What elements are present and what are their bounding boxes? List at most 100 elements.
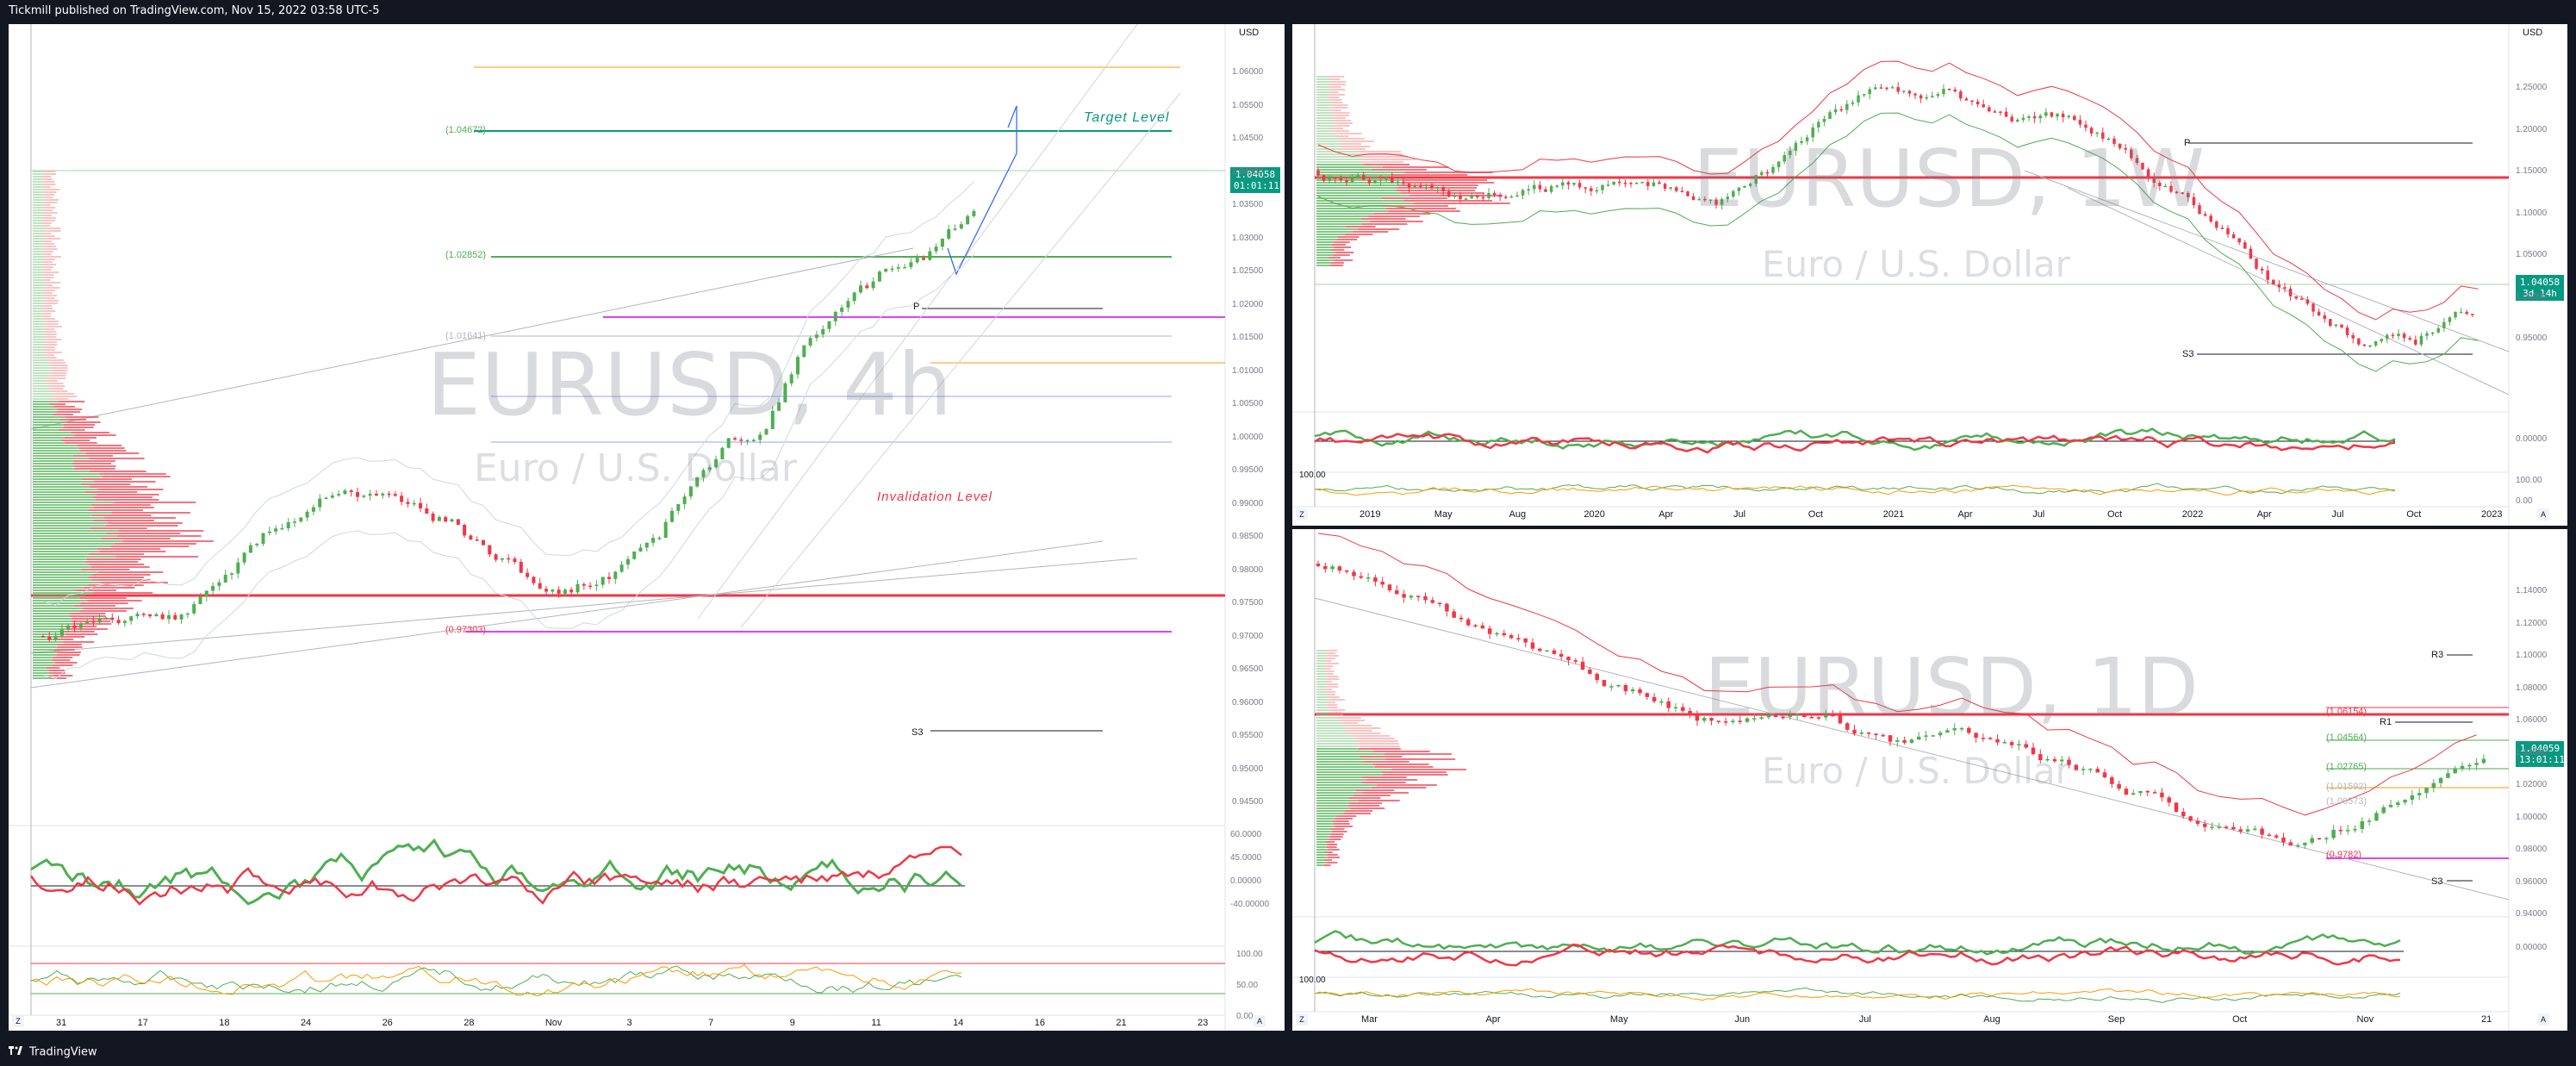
candle — [1902, 90, 1906, 92]
candle — [393, 494, 397, 496]
candle — [1366, 577, 1371, 579]
volume-profile-bar — [1316, 241, 1334, 243]
volume-profile-bar — [1391, 769, 1466, 770]
candle — [2283, 287, 2287, 289]
volume-profile-bar — [1329, 836, 1343, 838]
candle — [1845, 723, 1850, 730]
candle — [1936, 94, 1940, 97]
candle — [1982, 104, 1985, 108]
time-tick: 24 — [300, 1018, 312, 1028]
volume-profile-bar — [73, 468, 115, 470]
volume-profile-bar — [33, 279, 42, 281]
volume-profile-bar — [41, 279, 51, 281]
volume-profile-bar — [1369, 221, 1423, 222]
volume-profile-bar — [43, 194, 55, 196]
auto-scale-button[interactable]: A — [1254, 1015, 1266, 1027]
trend-line — [30, 558, 1138, 654]
candle — [1473, 625, 1478, 627]
candle — [1466, 619, 1471, 626]
zoom-button[interactable]: Z — [1296, 508, 1308, 521]
volume-profile-bar — [47, 383, 64, 384]
candle — [1430, 184, 1434, 189]
candle — [1545, 650, 1549, 652]
volume-profile-bar — [1385, 208, 1456, 209]
price-tick: 1.00000 — [1232, 432, 1264, 442]
candle — [2353, 828, 2357, 831]
candle — [2045, 758, 2050, 761]
volume-profile-bar — [43, 259, 55, 260]
candle — [236, 562, 240, 574]
candle — [293, 521, 296, 523]
volume-profile-bar — [33, 522, 108, 524]
volume-profile-bar — [33, 623, 72, 625]
candle — [1909, 739, 1914, 743]
chart-panel-1w[interactable]: EURUSD, 1W Euro / U.S. Dollar USD 1.0405… — [1292, 24, 2567, 526]
zoom-button[interactable]: Z — [12, 1015, 24, 1027]
candle — [1316, 564, 1321, 567]
volume-profile-bar — [1316, 84, 1331, 85]
volume-profile-bar — [103, 517, 176, 519]
volume-profile-bar — [1359, 151, 1402, 153]
candle — [2436, 327, 2440, 333]
candle — [1601, 184, 1604, 190]
chart-canvas-4h[interactable] — [9, 24, 1285, 1031]
volume-profile-bar — [1316, 187, 1397, 189]
volume-profile-bar — [1316, 751, 1373, 752]
auto-scale-button[interactable]: A — [2537, 508, 2549, 521]
volume-profile-bar — [1316, 862, 1328, 863]
volume-profile-bar — [1366, 159, 1416, 160]
chart-canvas-1w[interactable] — [1292, 24, 2567, 526]
volume-profile-bar — [33, 644, 58, 645]
rsi-line — [1314, 433, 2396, 454]
volume-profile-bar — [33, 654, 57, 656]
candle — [2446, 773, 2450, 778]
volume-profile-bar — [81, 569, 130, 570]
rsi-tick: 60.0000 — [1230, 830, 1262, 839]
volume-profile-bar — [1316, 701, 1327, 703]
publisher-bar: Tickmill published on TradingView.com, N… — [0, 0, 2576, 22]
time-tick: Oct — [1808, 509, 1823, 520]
volume-profile-bar — [33, 615, 70, 617]
candle — [1824, 714, 1828, 718]
last-price-tag: 1.04058 3d 14h — [2516, 275, 2564, 301]
brand-text[interactable]: TradingView — [29, 1045, 97, 1059]
chart-panel-4h[interactable]: EURUSD, 4h Euro / U.S. Dollar USD 1.0405… — [9, 24, 1285, 1031]
candle — [1452, 611, 1456, 618]
volume-profile-bar — [71, 618, 110, 620]
volume-profile-bar — [33, 509, 89, 511]
volume-profile-bar — [33, 582, 101, 583]
target-level-label: Target Level — [1084, 110, 1170, 125]
volume-profile-bar — [1337, 722, 1359, 724]
zoom-button[interactable]: Z — [1296, 1013, 1308, 1025]
chart-canvas-1d[interactable] — [1292, 529, 2567, 1031]
candle — [261, 533, 265, 545]
candle — [2220, 228, 2224, 229]
volume-profile-bar — [1327, 844, 1338, 845]
price-tick: 0.94500 — [1232, 797, 1264, 807]
volume-profile-bar — [1348, 727, 1381, 729]
volume-profile-bar — [33, 442, 65, 444]
volume-profile-bar — [1329, 262, 1344, 264]
chart-panel-1d[interactable]: EURUSD, 1D Euro / U.S. Dollar 1.04059 13… — [1292, 529, 2567, 1031]
volume-profile-bar — [79, 610, 127, 612]
trend-line — [740, 92, 1181, 628]
volume-profile-bar — [1316, 109, 1329, 111]
candle — [538, 583, 542, 589]
candle — [877, 271, 881, 282]
volume-profile-bar — [1381, 771, 1447, 773]
volume-profile-bar — [44, 184, 56, 185]
volume-profile-bar — [1376, 784, 1437, 786]
time-tick: Mar — [1361, 1014, 1378, 1025]
volume-profile-bar — [43, 328, 55, 330]
volume-profile-bar — [91, 504, 151, 506]
auto-scale-button[interactable]: A — [2537, 1013, 2549, 1025]
candle — [129, 616, 134, 621]
candle — [2059, 759, 2064, 762]
volume-profile-bar — [43, 297, 55, 299]
volume-profile-bar — [44, 336, 57, 338]
volume-profile-bar — [1333, 130, 1350, 132]
candle — [1890, 87, 1895, 89]
candle — [2050, 112, 2054, 117]
volume-profile-bar — [33, 595, 85, 596]
volume-profile-bar — [88, 577, 144, 578]
